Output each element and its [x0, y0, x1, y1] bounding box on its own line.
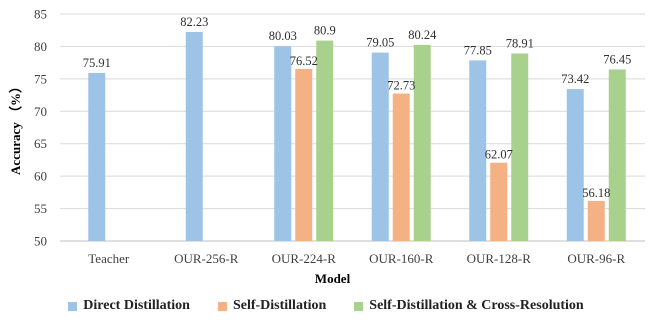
legend-item-cross-resolution: Self-Distillation & Cross-Resolution	[354, 298, 584, 314]
bar-chart: 50 55 60 65 70 75 80 85 75.91 82.23 80.03 76.52 80.…	[8, 7, 645, 286]
legend-swatch-self	[217, 301, 227, 311]
y-axis-ticks: 50 55 60 65 70 75 80 85	[34, 7, 47, 249]
bar	[511, 53, 529, 241]
legend-swatch-direct	[68, 301, 78, 311]
bar	[88, 72, 106, 241]
bar	[608, 69, 626, 242]
x-tick-label: Teacher	[88, 251, 130, 266]
data-label: 62.07	[485, 148, 513, 162]
x-tick-label: OUR-160-R	[369, 251, 434, 266]
bar	[295, 68, 313, 241]
bar	[490, 162, 508, 241]
gridlines	[60, 13, 645, 242]
bar	[371, 52, 389, 242]
data-label: 72.73	[387, 79, 415, 93]
data-labels: 75.91 82.23 80.03 76.52 80.9 79.05 72.73 80.24 7…	[83, 15, 632, 200]
x-tick-label: OUR-96-R	[567, 251, 625, 266]
bars	[88, 31, 626, 242]
data-label: 73.42	[561, 72, 589, 86]
y-tick-label: 85	[34, 7, 47, 22]
data-label: 76.45	[603, 52, 631, 66]
legend-label-cross: Self-Distillation & Cross-Resolution	[369, 298, 584, 313]
y-axis-title: Accuracy （%）	[8, 80, 23, 175]
data-label: 80.03	[269, 29, 297, 43]
bar	[316, 40, 334, 241]
data-label: 77.85	[464, 43, 492, 57]
bar	[413, 44, 431, 241]
x-tick-label: OUR-128-R	[467, 251, 532, 266]
data-label: 82.23	[180, 15, 208, 29]
x-axis-ticks: Teacher OUR-256-R OUR-224-R OUR-160-R OUR-12…	[88, 251, 625, 266]
legend-item-direct-distillation: Direct Distillation	[68, 298, 190, 314]
legend-item-self-distillation: Self-Distillation	[217, 298, 327, 314]
x-tick-label: OUR-224-R	[272, 251, 337, 266]
bar	[392, 93, 410, 241]
y-tick-label: 65	[34, 136, 47, 151]
bar	[185, 31, 203, 242]
legend-label-self: Self-Distillation	[232, 298, 327, 313]
data-label: 80.9	[314, 24, 336, 38]
legend-label-direct: Direct Distillation	[83, 298, 190, 313]
bar	[274, 46, 292, 241]
legend-swatch-cross	[354, 301, 364, 311]
y-tick-label: 55	[34, 201, 47, 216]
legend: Direct Distillation Self-Distillation Se…	[0, 298, 652, 314]
y-tick-label: 70	[34, 104, 47, 119]
data-label: 79.05	[366, 36, 394, 50]
y-tick-label: 80	[34, 39, 47, 54]
x-tick-label: OUR-256-R	[174, 251, 239, 266]
y-tick-label: 60	[34, 169, 47, 184]
data-label: 76.52	[290, 54, 318, 68]
y-tick-label: 50	[34, 234, 47, 249]
data-label: 78.91	[506, 36, 534, 50]
x-axis-title: Model	[315, 271, 351, 286]
bar	[587, 200, 605, 241]
bar	[469, 60, 487, 241]
y-tick-label: 75	[34, 71, 47, 86]
bar	[566, 89, 584, 241]
data-label: 80.24	[408, 28, 437, 42]
data-label: 56.18	[582, 186, 610, 200]
data-label: 75.91	[83, 56, 111, 70]
